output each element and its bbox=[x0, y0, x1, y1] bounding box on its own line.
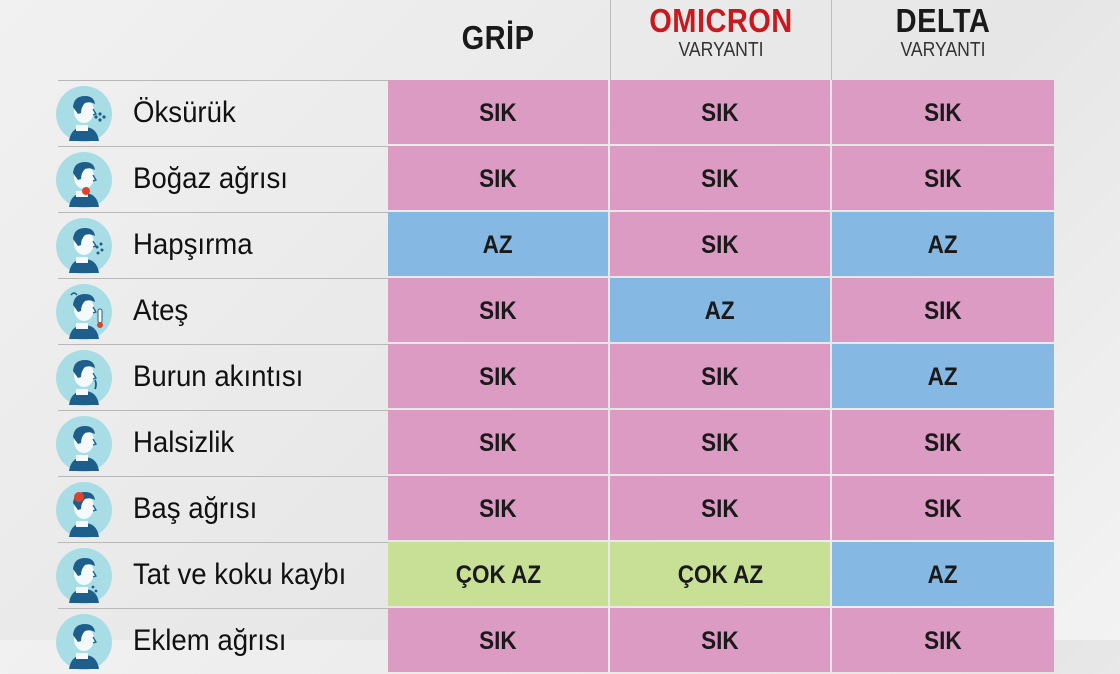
frequency-text: ÇOK AZ bbox=[677, 561, 763, 589]
value-cell-delta: SIK bbox=[832, 476, 1054, 540]
symptom-label: Halsizlik bbox=[133, 426, 235, 459]
frequency-text: ÇOK AZ bbox=[455, 561, 541, 589]
cough-icon bbox=[56, 86, 112, 142]
value-cell-delta: AZ bbox=[832, 212, 1054, 276]
table-row: Ateş SIK AZ SIK bbox=[56, 278, 1054, 344]
value-cell-omicron: SIK bbox=[610, 146, 830, 210]
column-subtitle-delta: VARYANTI bbox=[900, 39, 986, 61]
frequency-text: SIK bbox=[701, 363, 739, 391]
frequency-text: SIK bbox=[479, 429, 517, 457]
column-header-omicron: OMICRON VARYANTI bbox=[610, 0, 832, 80]
value-cell-grip: SIK bbox=[388, 80, 608, 144]
frequency-text: SIK bbox=[924, 99, 962, 127]
column-title-grip: GRİP bbox=[461, 19, 535, 56]
frequency-text: SIK bbox=[701, 495, 739, 523]
value-cell-omicron: ÇOK AZ bbox=[610, 542, 830, 606]
symptom-label: Öksürük bbox=[133, 96, 236, 129]
value-cell-delta: SIK bbox=[832, 608, 1054, 672]
symptom-label: Eklem ağrısı bbox=[133, 624, 287, 657]
frequency-text: AZ bbox=[927, 363, 958, 391]
symptom-label: Boğaz ağrısı bbox=[133, 162, 288, 195]
value-cell-grip: ÇOK AZ bbox=[388, 542, 608, 606]
symptom-cell: Burun akıntısı bbox=[56, 344, 388, 410]
frequency-text: SIK bbox=[924, 627, 962, 655]
value-cell-delta: AZ bbox=[832, 344, 1054, 408]
symptom-cell: Öksürük bbox=[56, 80, 388, 146]
sneeze-icon bbox=[56, 218, 112, 274]
frequency-text: SIK bbox=[924, 165, 962, 193]
frequency-text: SIK bbox=[924, 297, 962, 325]
value-cell-grip: SIK bbox=[388, 278, 608, 342]
headache-icon bbox=[56, 482, 112, 538]
symptom-cell: Hapşırma bbox=[56, 212, 388, 278]
symptom-label: Ateş bbox=[133, 294, 189, 327]
frequency-text: SIK bbox=[701, 231, 739, 259]
frequency-text: SIK bbox=[701, 627, 739, 655]
column-header-grip: GRİP bbox=[388, 0, 608, 80]
table-row: Tat ve koku kaybı ÇOK AZ ÇOK AZ AZ bbox=[56, 542, 1054, 608]
value-cell-delta: AZ bbox=[832, 542, 1054, 606]
fatigue-icon bbox=[56, 416, 112, 472]
table-row: Öksürük SIK SIK SIK bbox=[56, 80, 1054, 146]
value-cell-omicron: SIK bbox=[610, 476, 830, 540]
frequency-text: SIK bbox=[924, 495, 962, 523]
table-row: Hapşırma AZ SIK AZ bbox=[56, 212, 1054, 278]
symptom-cell: Tat ve koku kaybı bbox=[56, 542, 388, 608]
column-header-delta: DELTA VARYANTI bbox=[832, 0, 1054, 80]
symptom-cell: Boğaz ağrısı bbox=[56, 146, 388, 212]
frequency-text: AZ bbox=[704, 297, 735, 325]
value-cell-omicron: SIK bbox=[610, 410, 830, 474]
runny-nose-icon bbox=[56, 350, 112, 406]
frequency-text: SIK bbox=[701, 99, 739, 127]
table-row: Boğaz ağrısı SIK SIK SIK bbox=[56, 146, 1054, 212]
joint-pain-icon bbox=[56, 614, 112, 670]
frequency-text: SIK bbox=[924, 429, 962, 457]
frequency-text: SIK bbox=[479, 165, 517, 193]
frequency-text: SIK bbox=[701, 429, 739, 457]
column-title-delta: DELTA bbox=[895, 2, 991, 39]
symptom-cell: Eklem ağrısı bbox=[56, 608, 388, 674]
frequency-text: SIK bbox=[479, 363, 517, 391]
symptom-label: Tat ve koku kaybı bbox=[133, 558, 347, 591]
frequency-text: SIK bbox=[701, 165, 739, 193]
frequency-text: AZ bbox=[927, 231, 958, 259]
frequency-text: SIK bbox=[479, 627, 517, 655]
symptom-cell: Ateş bbox=[56, 278, 388, 344]
fever-icon bbox=[56, 284, 112, 340]
symptom-label: Hapşırma bbox=[133, 228, 253, 261]
table-row: Baş ağrısı SIK SIK SIK bbox=[56, 476, 1054, 542]
table-row: Eklem ağrısı SIK SIK SIK bbox=[56, 608, 1054, 674]
symptom-cell: Baş ağrısı bbox=[56, 476, 388, 542]
symptom-cell: Halsizlik bbox=[56, 410, 388, 476]
frequency-text: SIK bbox=[479, 495, 517, 523]
value-cell-grip: SIK bbox=[388, 608, 608, 672]
value-cell-grip: SIK bbox=[388, 476, 608, 540]
value-cell-delta: SIK bbox=[832, 278, 1054, 342]
value-cell-grip: SIK bbox=[388, 146, 608, 210]
value-cell-grip: SIK bbox=[388, 410, 608, 474]
value-cell-omicron: SIK bbox=[610, 344, 830, 408]
value-cell-delta: SIK bbox=[832, 410, 1054, 474]
frequency-text: AZ bbox=[482, 231, 513, 259]
table-row: Halsizlik SIK SIK SIK bbox=[56, 410, 1054, 476]
value-cell-omicron: SIK bbox=[610, 608, 830, 672]
value-cell-omicron: SIK bbox=[610, 80, 830, 144]
frequency-text: SIK bbox=[479, 99, 517, 127]
value-cell-delta: SIK bbox=[832, 146, 1054, 210]
taste-smell-loss-icon bbox=[56, 548, 112, 604]
symptom-label: Burun akıntısı bbox=[133, 360, 304, 393]
column-subtitle-omicron: VARYANTI bbox=[678, 39, 764, 61]
column-title-omicron: OMICRON bbox=[649, 2, 793, 39]
value-cell-grip: AZ bbox=[388, 212, 608, 276]
sore-throat-icon bbox=[56, 152, 112, 208]
value-cell-grip: SIK bbox=[388, 344, 608, 408]
symptom-label: Baş ağrısı bbox=[133, 492, 258, 525]
value-cell-omicron: AZ bbox=[610, 278, 830, 342]
frequency-text: SIK bbox=[479, 297, 517, 325]
value-cell-omicron: SIK bbox=[610, 212, 830, 276]
table-row: Burun akıntısı SIK SIK AZ bbox=[56, 344, 1054, 410]
value-cell-delta: SIK bbox=[832, 80, 1054, 144]
frequency-text: AZ bbox=[927, 561, 958, 589]
